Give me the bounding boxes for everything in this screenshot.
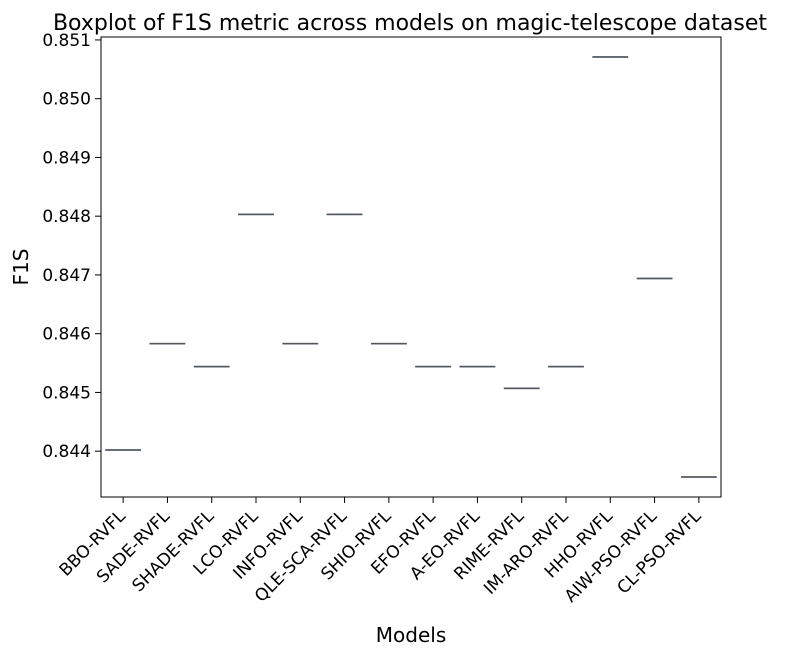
y-tick-label: 0.848 [42,207,91,227]
x-axis-label: Models [376,623,446,647]
y-tick-label: 0.849 [42,148,91,168]
y-axis-label: F1S [9,249,33,286]
plot-marks [105,56,717,478]
plot-frame [100,36,722,498]
y-tick-label: 0.850 [42,90,91,110]
y-tick-label: 0.851 [42,31,91,51]
chart-title: Boxplot of F1S metric across models on m… [53,11,767,36]
y-tick-label: 0.844 [42,442,91,462]
y-axis: 0.844 0.845 0.846 0.847 0.848 0.849 0.850 0.851 [42,31,101,462]
y-tick-label: 0.847 [42,266,91,286]
y-tick-label: 0.845 [42,383,91,403]
y-tick-label: 0.846 [42,325,91,345]
